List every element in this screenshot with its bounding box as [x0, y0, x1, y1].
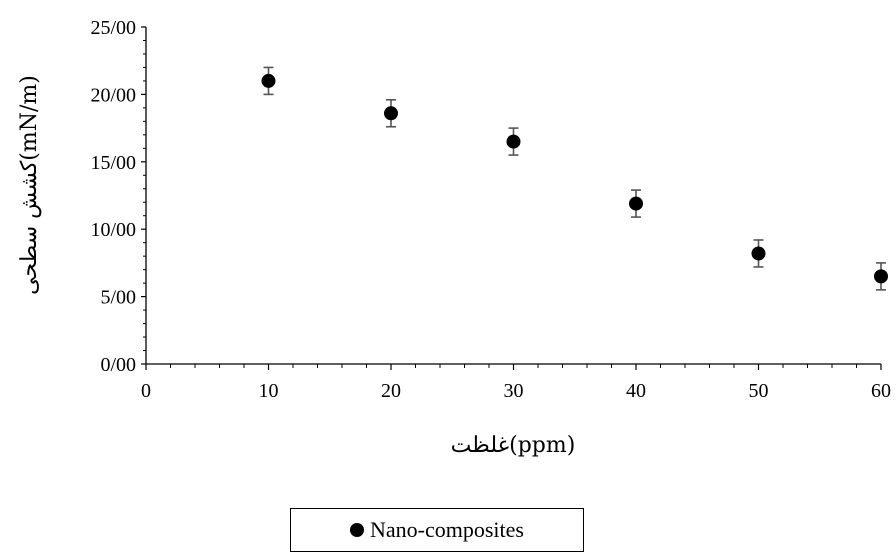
y-tick-label: 0/00: [100, 354, 136, 376]
legend: Nano-composites: [290, 508, 584, 552]
legend-marker-icon: [350, 523, 365, 537]
data-points: [261, 66, 888, 291]
y-axis-ticks: 0/00 5/00 10/00 15/00 20/00 25/00: [90, 17, 146, 376]
x-tick-label: 60: [871, 380, 891, 402]
data-point: [874, 269, 888, 284]
data-point: [629, 196, 643, 211]
x-axis-title: غلظت(ppm): [451, 433, 576, 458]
x-tick-label: 0: [141, 380, 151, 402]
data-point: [751, 246, 766, 261]
x-tick-label: 20: [381, 380, 401, 402]
y-tick-label: 20/00: [90, 84, 136, 106]
x-tick-label: 30: [504, 380, 524, 402]
data-point: [261, 73, 276, 88]
x-tick-label: 50: [749, 380, 769, 402]
data-point: [506, 134, 521, 149]
x-axis-ticks: 0 10 20 30 40 50 60: [141, 364, 891, 402]
axes: [145, 27, 881, 365]
y-axis-title: کشش سطحی(mN/m): [17, 75, 42, 295]
x-tick-label: 10: [259, 380, 279, 402]
data-point: [384, 106, 398, 121]
y-tick-label: 25/00: [90, 17, 136, 39]
legend-label: Nano-composites: [370, 517, 524, 542]
y-tick-label: 15/00: [90, 152, 136, 174]
x-tick-label: 40: [626, 380, 646, 402]
y-tick-label: 10/00: [90, 219, 136, 241]
y-tick-label: 5/00: [100, 287, 136, 309]
